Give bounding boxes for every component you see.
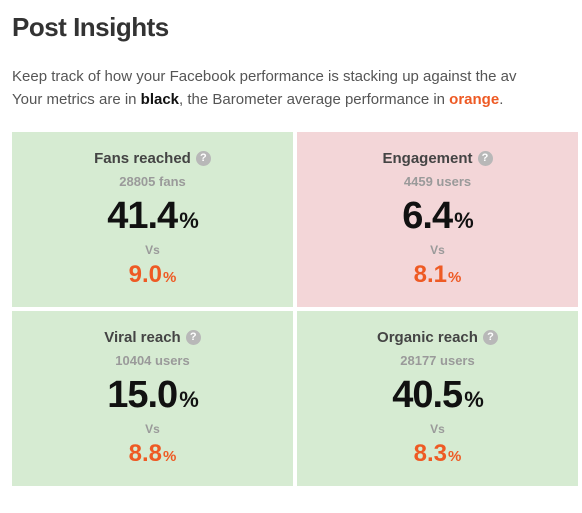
page-title: Post Insights — [12, 12, 578, 43]
intro-line2c: . — [499, 91, 503, 108]
vs-label: Vs — [307, 243, 568, 257]
card-count: 4459 — [404, 174, 433, 189]
card-unit: users — [440, 353, 475, 368]
card-benchmark: 9.0% — [22, 263, 283, 287]
pct-sign: % — [163, 448, 176, 465]
card-unit: fans — [159, 174, 186, 189]
vs-label: Vs — [22, 243, 283, 257]
intro-line2a: Your metrics are in — [12, 91, 141, 108]
card-title: Fans reached ? — [94, 150, 211, 167]
card-fans-reached: Fans reached ? 28805 fans 41.4% Vs 9.0% — [12, 132, 293, 307]
card-unit: users — [436, 174, 471, 189]
intro-text: Keep track of how your Facebook performa… — [12, 65, 578, 112]
card-subtext: 28177 users — [307, 353, 568, 368]
pct-sign: % — [448, 269, 461, 286]
card-count: 28177 — [400, 353, 436, 368]
metrics-grid: Fans reached ? 28805 fans 41.4% Vs 9.0% … — [12, 132, 578, 486]
card-bench-num: 8.3 — [414, 440, 447, 467]
card-organic-reach: Organic reach ? 28177 users 40.5% Vs 8.3… — [297, 311, 578, 486]
card-viral-reach: Viral reach ? 10404 users 15.0% Vs 8.8% — [12, 311, 293, 486]
card-bench-num: 8.1 — [414, 261, 447, 288]
help-icon[interactable]: ? — [483, 330, 498, 345]
vs-label: Vs — [307, 422, 568, 436]
vs-label: Vs — [22, 422, 283, 436]
card-benchmark: 8.8% — [22, 442, 283, 466]
pct-sign: % — [448, 448, 461, 465]
intro-orange: orange — [449, 91, 499, 108]
card-title: Viral reach ? — [104, 329, 200, 346]
card-engagement: Engagement ? 4459 users 6.4% Vs 8.1% — [297, 132, 578, 307]
pct-sign: % — [464, 387, 483, 412]
card-benchmark: 8.1% — [307, 263, 568, 287]
card-count: 28805 — [119, 174, 155, 189]
card-title-text: Organic reach — [377, 329, 478, 346]
card-value-num: 40.5 — [392, 374, 462, 416]
card-unit: users — [155, 353, 190, 368]
card-subtext: 28805 fans — [22, 174, 283, 189]
card-value-num: 6.4 — [402, 195, 452, 237]
pct-sign: % — [163, 269, 176, 286]
card-title-text: Fans reached — [94, 150, 191, 167]
card-subtext: 4459 users — [307, 174, 568, 189]
intro-line2b: , the Barometer average performance in — [179, 91, 449, 108]
card-value: 41.4% — [22, 197, 283, 235]
intro-black: black — [141, 91, 179, 108]
pct-sign: % — [454, 208, 473, 233]
card-value: 15.0% — [22, 376, 283, 414]
card-subtext: 10404 users — [22, 353, 283, 368]
card-bench-num: 8.8 — [129, 440, 162, 467]
card-value: 40.5% — [307, 376, 568, 414]
card-title: Engagement ? — [382, 150, 492, 167]
card-title-text: Engagement — [382, 150, 472, 167]
card-title: Organic reach ? — [377, 329, 498, 346]
card-value: 6.4% — [307, 197, 568, 235]
help-icon[interactable]: ? — [478, 151, 493, 166]
card-title-text: Viral reach — [104, 329, 180, 346]
card-bench-num: 9.0 — [129, 261, 162, 288]
card-value-num: 15.0 — [107, 374, 177, 416]
card-benchmark: 8.3% — [307, 442, 568, 466]
help-icon[interactable]: ? — [186, 330, 201, 345]
card-count: 10404 — [115, 353, 151, 368]
card-value-num: 41.4 — [107, 195, 177, 237]
intro-line1: Keep track of how your Facebook performa… — [12, 68, 516, 85]
pct-sign: % — [179, 208, 198, 233]
pct-sign: % — [179, 387, 198, 412]
help-icon[interactable]: ? — [196, 151, 211, 166]
